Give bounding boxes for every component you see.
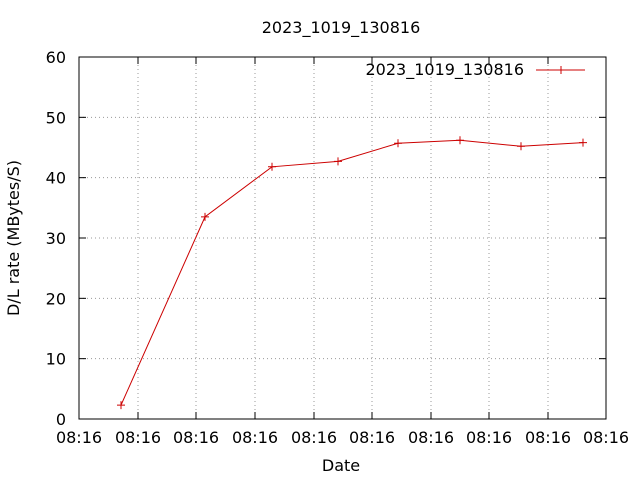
y-tick-label: 50 <box>46 108 66 127</box>
axis-ticks <box>78 56 607 420</box>
y-tick-label: 40 <box>46 169 66 188</box>
y-axis-label: D/L rate (MBytes/S) <box>4 160 23 316</box>
x-tick-label: 08:16 <box>115 428 161 447</box>
legend-label: 2023_1019_130816 <box>365 60 524 80</box>
x-tick-label: 08:16 <box>291 428 337 447</box>
legend: 2023_1019_130816 <box>365 60 585 80</box>
grid <box>79 57 606 419</box>
data-point-marker <box>517 142 525 151</box>
x-tick-label: 08:16 <box>466 428 512 447</box>
x-tick-label: 08:16 <box>349 428 395 447</box>
x-tick-label: 08:16 <box>408 428 454 447</box>
y-tick-label: 10 <box>46 350 66 369</box>
y-tick-label: 20 <box>46 289 66 308</box>
legend-marker <box>557 66 565 74</box>
data-point-marker <box>579 138 587 147</box>
chart-title: 2023_1019_130816 <box>262 18 421 38</box>
y-tick-labels: 0 10 20 30 40 50 60 <box>46 48 66 429</box>
x-tick-label: 08:16 <box>232 428 278 447</box>
y-tick-label: 30 <box>46 229 66 248</box>
y-tick-label: 60 <box>46 48 66 67</box>
x-axis-label: Date <box>322 456 360 475</box>
x-tick-label: 08:16 <box>173 428 219 447</box>
series-group <box>117 136 587 410</box>
data-point-marker <box>394 139 402 148</box>
x-tick-label: 08:16 <box>56 428 102 447</box>
y-tick-label: 0 <box>56 410 66 429</box>
data-point-marker <box>334 157 342 166</box>
plot-frame <box>78 56 607 420</box>
x-tick-labels: 08:16 08:16 08:16 08:16 08:16 08:16 08:16 08:16… <box>56 428 629 447</box>
series-line <box>120 139 584 406</box>
data-point-marker <box>456 136 464 145</box>
data-point-marker <box>117 401 125 410</box>
x-tick-label: 08:16 <box>525 428 571 447</box>
x-tick-label: 08:16 <box>583 428 629 447</box>
data-point-marker <box>268 162 276 171</box>
data-point-marker <box>201 212 209 221</box>
